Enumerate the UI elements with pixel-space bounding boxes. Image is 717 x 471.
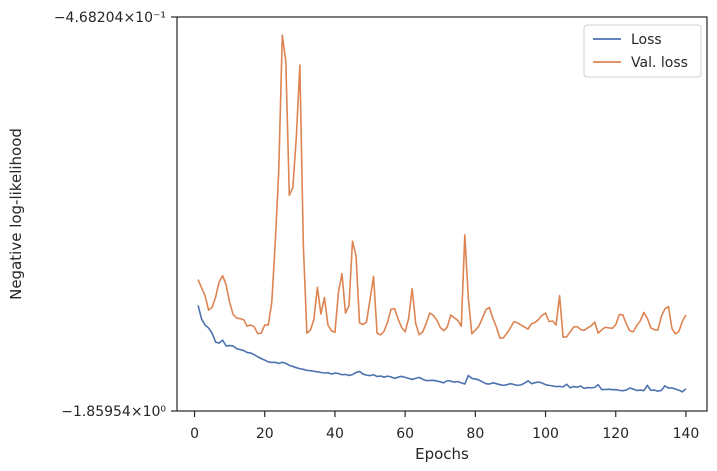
x-tick-label: 20 bbox=[256, 426, 274, 442]
y-axis-ticks: −4.68204×10⁻¹ −1.85954×10⁰ bbox=[54, 10, 177, 420]
x-tick-label: 100 bbox=[532, 426, 559, 442]
series-line-val-loss bbox=[197, 34, 687, 339]
x-tick-label: 140 bbox=[673, 426, 700, 442]
series-line-loss bbox=[197, 305, 687, 393]
x-axis-label: Epochs bbox=[415, 445, 469, 463]
y-axis-label: Negative log-likelihood bbox=[7, 128, 25, 300]
x-tick-label: 0 bbox=[190, 426, 199, 442]
y-tick-label-bottom: −1.85954×10⁰ bbox=[61, 404, 166, 420]
series-layer bbox=[197, 34, 687, 393]
x-tick-label: 80 bbox=[466, 426, 484, 442]
y-tick-label-top: −4.68204×10⁻¹ bbox=[54, 10, 166, 26]
x-tick-label: 120 bbox=[602, 426, 629, 442]
legend-box bbox=[583, 24, 702, 78]
legend: Loss Val. loss bbox=[583, 24, 702, 78]
x-axis-ticks: 0 20 40 60 80 100 120 140 bbox=[190, 411, 699, 442]
x-tick-label: 40 bbox=[326, 426, 344, 442]
legend-label-loss: Loss bbox=[631, 32, 662, 48]
x-tick-label: 60 bbox=[396, 426, 414, 442]
legend-label-val-loss: Val. loss bbox=[631, 55, 688, 71]
plot-frame bbox=[176, 16, 708, 412]
